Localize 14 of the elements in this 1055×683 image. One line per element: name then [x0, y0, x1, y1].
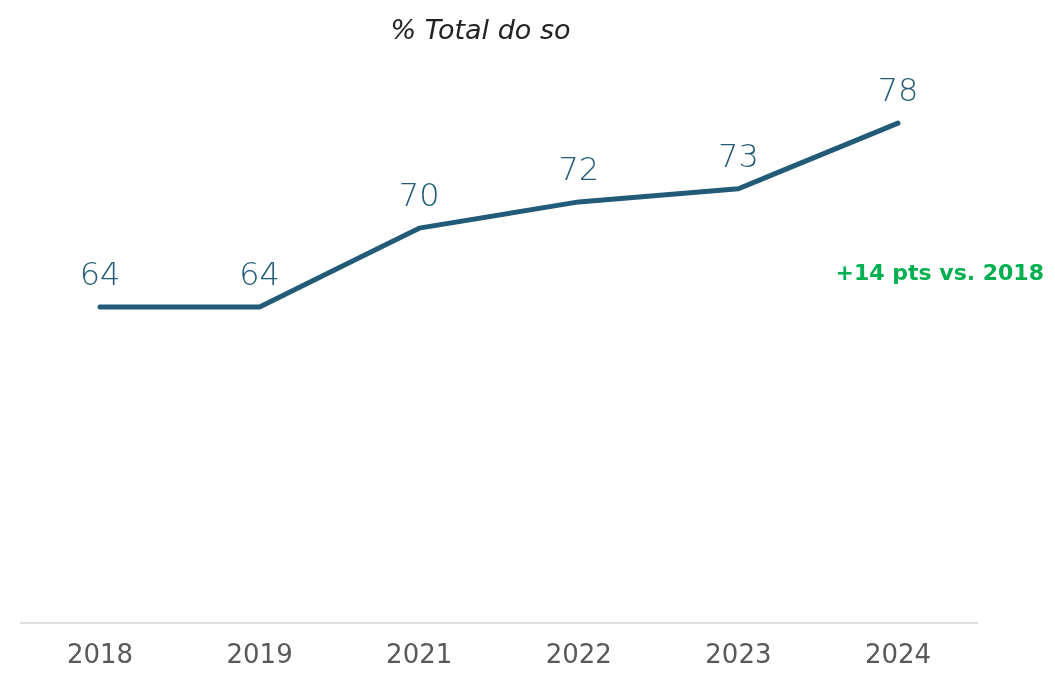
x-tick-label: 2022: [545, 639, 612, 670]
data-label: 78: [877, 71, 919, 110]
annotation: +14 pts vs. 2018: [835, 260, 1044, 285]
data-label: 70: [398, 176, 440, 215]
data-label: 72: [558, 149, 600, 188]
x-tick-label: 2021: [386, 639, 453, 670]
data-label: 64: [79, 254, 121, 293]
x-tick-label: 2023: [705, 639, 772, 670]
data-label: 64: [239, 254, 280, 293]
x-tick-label: 2019: [226, 639, 293, 670]
chart-title: % Total do so: [389, 14, 572, 45]
x-tick-label: 2024: [864, 639, 932, 670]
x-tick-label: 2018: [66, 639, 134, 670]
data-label: 73: [718, 136, 759, 175]
